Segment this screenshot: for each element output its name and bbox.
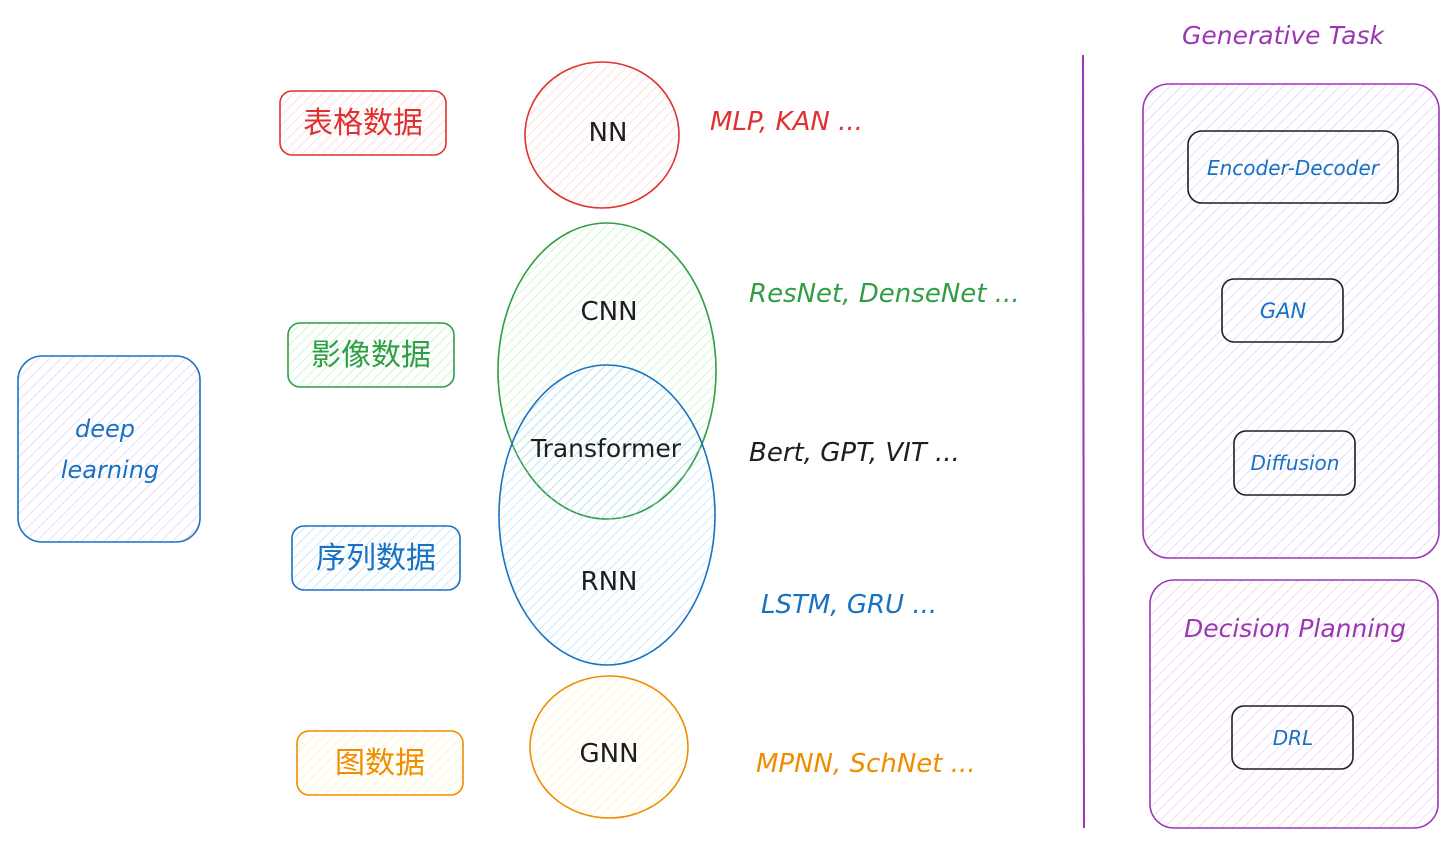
cnn-label: CNN xyxy=(580,297,637,327)
transformer-examples: Bert, GPT, VIT ... xyxy=(749,438,960,468)
drl-label: DRL xyxy=(1273,726,1313,750)
generative-task-title: Generative Task xyxy=(1182,21,1385,50)
rnn-label: RNN xyxy=(581,567,638,597)
gan-label: GAN xyxy=(1260,299,1307,323)
nn-label: NN xyxy=(589,118,628,148)
encoder-decoder-box: Encoder-Decoder xyxy=(1187,130,1399,204)
gnn-circle: GNN xyxy=(529,675,689,819)
transformer-label: Transformer xyxy=(530,434,682,463)
decision-planning-title: Decision Planning xyxy=(1184,614,1406,643)
nn-examples: MLP, KAN ... xyxy=(710,107,863,137)
deep-learning-label-line2: learning xyxy=(61,456,159,484)
image-data-node: 影像数据 xyxy=(287,322,455,388)
graph-data-node: 图数据 xyxy=(296,730,464,796)
deep-learning-node: deep learning xyxy=(17,355,201,543)
tabular-data-node: 表格数据 xyxy=(279,90,447,156)
rnn-examples: LSTM, GRU ... xyxy=(761,590,937,620)
vertical-separator xyxy=(1082,54,1085,829)
image-data-label: 影像数据 xyxy=(311,338,431,373)
rnn-ellipse xyxy=(498,364,716,666)
encoder-decoder-label: Encoder-Decoder xyxy=(1207,156,1381,180)
decision-planning-panel: Decision Planning xyxy=(1149,579,1439,829)
gan-box: GAN xyxy=(1221,278,1344,343)
drl-box: DRL xyxy=(1231,705,1354,770)
cnn-examples: ResNet, DenseNet ... xyxy=(749,279,1020,309)
tabular-data-label: 表格数据 xyxy=(303,106,423,141)
deep-learning-label-line1: deep xyxy=(75,415,135,443)
nn-circle: NN xyxy=(524,61,680,209)
diffusion-label: Diffusion xyxy=(1251,451,1340,475)
graph-data-label: 图数据 xyxy=(335,746,425,781)
sequence-data-node: 序列数据 xyxy=(291,525,461,591)
sequence-data-label: 序列数据 xyxy=(316,541,436,576)
diffusion-box: Diffusion xyxy=(1233,430,1356,496)
gnn-examples: MPNN, SchNet ... xyxy=(756,749,976,779)
gnn-label: GNN xyxy=(579,739,638,769)
